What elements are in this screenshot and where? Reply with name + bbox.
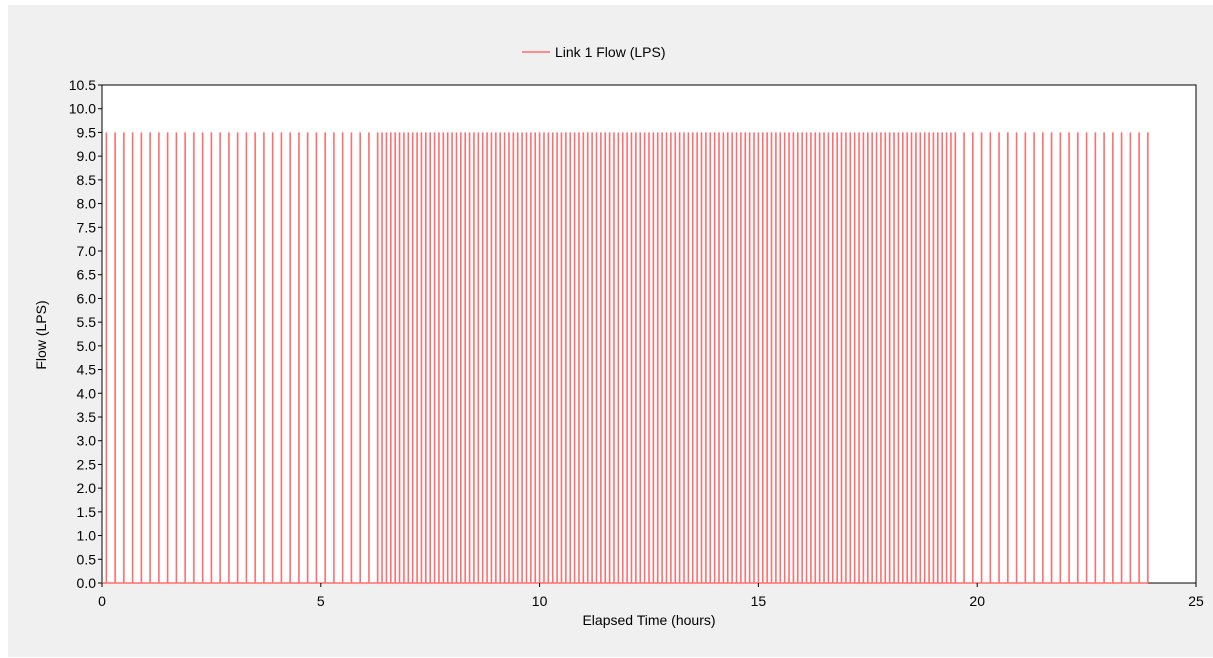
x-axis: 0 5 10 15 20 25 xyxy=(98,583,1204,609)
y-tick-label: 5.0 xyxy=(77,338,97,354)
y-tick-label: 1.5 xyxy=(77,504,97,520)
y-tick-label: 2.5 xyxy=(77,456,97,472)
flow-chart: Link 1 Flow (LPS) 0.0 0.5 1.0 1.5 2.0 2.5 3.0 3… xyxy=(33,44,1204,628)
y-tick-label: 0.5 xyxy=(77,551,97,567)
y-tick-label: 8.5 xyxy=(77,172,97,188)
y-tick-label: 9.0 xyxy=(77,148,97,164)
y-tick-label: 4.0 xyxy=(77,385,97,401)
y-tick-label: 5.5 xyxy=(77,314,97,330)
y-axis-title: Flow (LPS) xyxy=(33,300,49,369)
x-tick-label: 5 xyxy=(317,593,325,609)
y-tick-label: 7.0 xyxy=(77,243,97,259)
x-tick-label: 10 xyxy=(532,593,548,609)
y-tick-label: 7.5 xyxy=(77,219,97,235)
y-tick-label: 9.5 xyxy=(77,124,97,140)
chart-panel: Link 1 Flow (LPS) 0.0 0.5 1.0 1.5 2.0 2.5 3.0 3… xyxy=(8,5,1213,657)
y-tick-label: 2.0 xyxy=(77,480,97,496)
y-tick-label: 4.5 xyxy=(77,362,97,378)
y-tick-label: 1.0 xyxy=(77,528,97,544)
series-layer xyxy=(102,132,1149,584)
y-tick-label: 8.0 xyxy=(77,196,97,212)
x-tick-label: 15 xyxy=(751,593,767,609)
y-tick-label: 3.0 xyxy=(77,433,97,449)
y-tick-label: 6.5 xyxy=(77,267,97,283)
x-tick-label: 20 xyxy=(969,593,985,609)
legend-label: Link 1 Flow (LPS) xyxy=(555,44,665,60)
legend: Link 1 Flow (LPS) xyxy=(522,44,665,60)
y-tick-label: 10.5 xyxy=(69,77,96,93)
x-tick-label: 0 xyxy=(98,593,106,609)
y-tick-label: 10.0 xyxy=(69,101,96,117)
y-axis: 0.0 0.5 1.0 1.5 2.0 2.5 3.0 3.5 4.0 4.5 5.0 5.5 6.0 6… xyxy=(69,77,102,591)
x-tick-label: 25 xyxy=(1188,593,1204,609)
y-tick-label: 0.0 xyxy=(77,575,97,591)
x-axis-title: Elapsed Time (hours) xyxy=(582,612,715,628)
y-tick-label: 3.5 xyxy=(77,409,97,425)
y-tick-label: 6.0 xyxy=(77,290,97,306)
